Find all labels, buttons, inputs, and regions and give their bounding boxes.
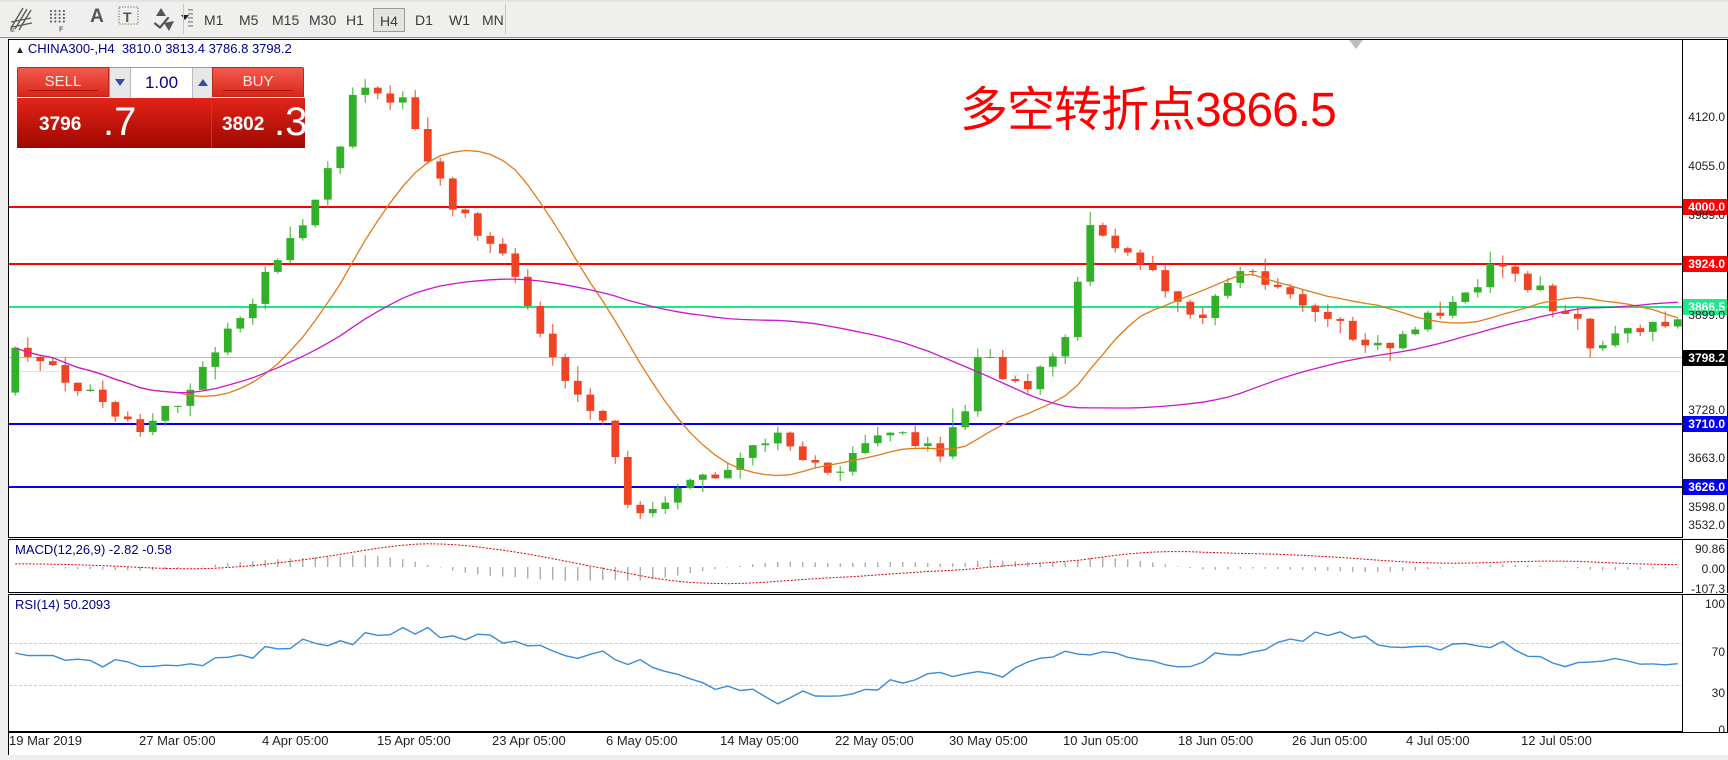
svg-text:F: F [59, 27, 64, 33]
svg-text:T: T [123, 9, 132, 25]
svg-text:E: E [10, 27, 15, 33]
